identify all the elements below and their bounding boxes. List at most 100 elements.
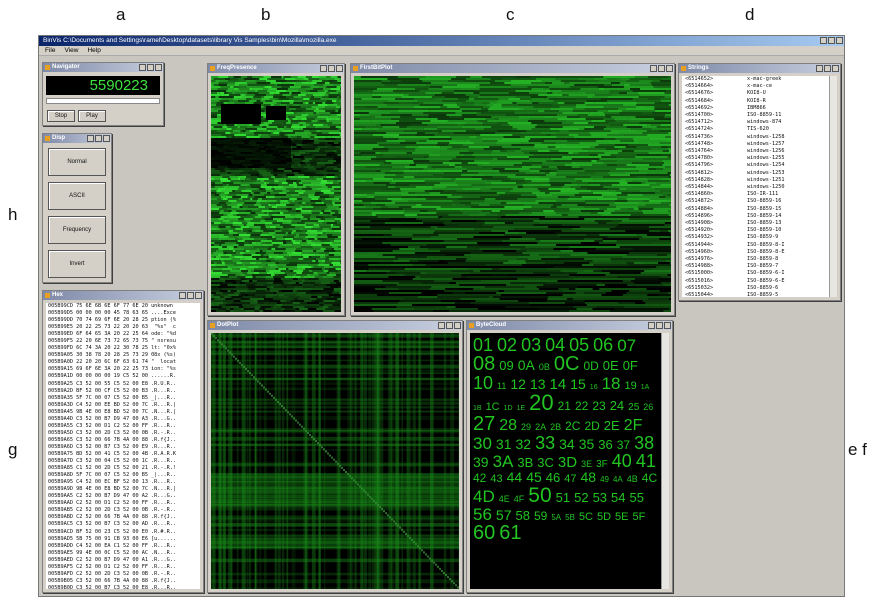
texture-cell	[211, 114, 217, 116]
texture-cell	[354, 302, 398, 304]
texture-cell	[407, 152, 412, 154]
texture-cell	[293, 118, 298, 120]
byte-word: 07	[617, 337, 636, 354]
texture-cell	[616, 226, 649, 228]
texture-cell	[579, 192, 593, 194]
texture-cell	[262, 274, 271, 276]
texture-cell	[490, 82, 504, 84]
texture-cell	[577, 272, 610, 274]
texture-cell	[580, 116, 606, 118]
play-button[interactable]: Play	[78, 110, 106, 122]
texture-cell	[571, 186, 581, 188]
hex-row: 005B99E5 20 22 25 73 22 20 20 63 "%s" c	[48, 324, 200, 331]
texture-cell	[588, 122, 608, 124]
mode-button[interactable]: Invert	[48, 250, 106, 278]
texture-cell	[293, 302, 301, 304]
texture-cell	[314, 110, 326, 112]
close[interactable]	[836, 37, 843, 44]
texture-cell	[286, 116, 288, 118]
slider[interactable]	[46, 98, 160, 104]
texture-cell	[540, 190, 561, 192]
texture-cell	[326, 184, 335, 186]
texture-cell	[277, 302, 281, 304]
texture-cell	[292, 146, 296, 148]
texture-cell	[247, 294, 252, 296]
texture-cell	[267, 78, 269, 80]
texture-cell	[279, 254, 284, 256]
texture-cell	[257, 286, 267, 288]
texture-cell	[415, 276, 420, 278]
texture-cell	[668, 132, 671, 134]
texture-cell	[549, 86, 570, 88]
texture-cell	[555, 232, 612, 234]
texture-cell	[603, 186, 633, 188]
texture-cell	[295, 300, 304, 302]
texture-cell	[335, 220, 340, 222]
texture-cell	[225, 194, 228, 196]
byte-word: 1C	[486, 402, 500, 413]
texture-cell	[389, 292, 421, 294]
texture-cell	[240, 126, 247, 128]
byte-word: 22	[575, 400, 588, 412]
texture-cell	[338, 210, 341, 212]
texture-cell	[223, 214, 227, 216]
maximize[interactable]	[828, 37, 835, 44]
texture-cell	[267, 282, 273, 284]
texture-cell	[637, 234, 647, 236]
figure-label: e f	[848, 440, 867, 460]
texture-cell	[375, 198, 387, 200]
texture-cell	[354, 216, 377, 218]
menu-item[interactable]: View	[64, 46, 78, 55]
texture-cell	[645, 182, 656, 184]
stop-button[interactable]: Stop	[47, 110, 75, 122]
mode-button[interactable]: Normal	[48, 148, 106, 176]
texture-cell	[292, 276, 296, 278]
texture-cell	[256, 180, 261, 182]
byte-word: 0A	[518, 358, 535, 372]
menu-item[interactable]: Help	[87, 46, 100, 55]
texture-cell	[251, 214, 258, 216]
texture-cell	[297, 144, 303, 146]
byte-word: 30	[473, 435, 492, 452]
texture-cell	[340, 208, 341, 210]
texture-cell	[484, 182, 490, 184]
texture-cell	[289, 206, 300, 208]
texture-cell	[376, 130, 404, 132]
texture-cell	[320, 176, 322, 178]
texture-cell	[318, 294, 329, 296]
texture-cell	[270, 130, 282, 132]
texture-cell	[585, 102, 595, 104]
minimize[interactable]	[820, 37, 827, 44]
texture-cell	[321, 180, 327, 182]
texture-cell	[414, 176, 443, 178]
texture-cell	[383, 280, 435, 282]
texture-cell	[608, 236, 643, 238]
texture-cell	[264, 212, 266, 214]
texture-cell	[311, 146, 317, 148]
string-offset: <6514960>	[685, 249, 747, 256]
texture-cell	[283, 240, 286, 242]
texture-cell	[584, 292, 606, 294]
texture-cell	[445, 98, 458, 100]
texture-cell	[309, 82, 316, 84]
texture-cell	[220, 228, 232, 230]
texture-cell	[542, 80, 561, 82]
scrollbar[interactable]	[829, 76, 837, 297]
menu-item[interactable]: File	[45, 46, 55, 55]
texture-cell	[520, 108, 524, 110]
texture-cell	[299, 104, 308, 106]
texture-cell	[227, 214, 233, 216]
texture-cell	[314, 286, 321, 288]
scrollbar[interactable]	[661, 333, 669, 589]
string-text: ISO-8859-8-E	[747, 249, 784, 256]
mode-button[interactable]: Frequency	[48, 216, 106, 244]
texture-cell	[226, 258, 232, 260]
mode-button[interactable]: ASCII	[48, 182, 106, 210]
texture-cell	[606, 116, 611, 118]
texture-cell	[293, 108, 296, 110]
byte-word: 50	[528, 485, 551, 506]
texture-cell	[272, 214, 274, 216]
string-offset: <6514764>	[685, 148, 747, 155]
texture-cell	[611, 130, 637, 132]
texture-cell	[335, 208, 340, 210]
